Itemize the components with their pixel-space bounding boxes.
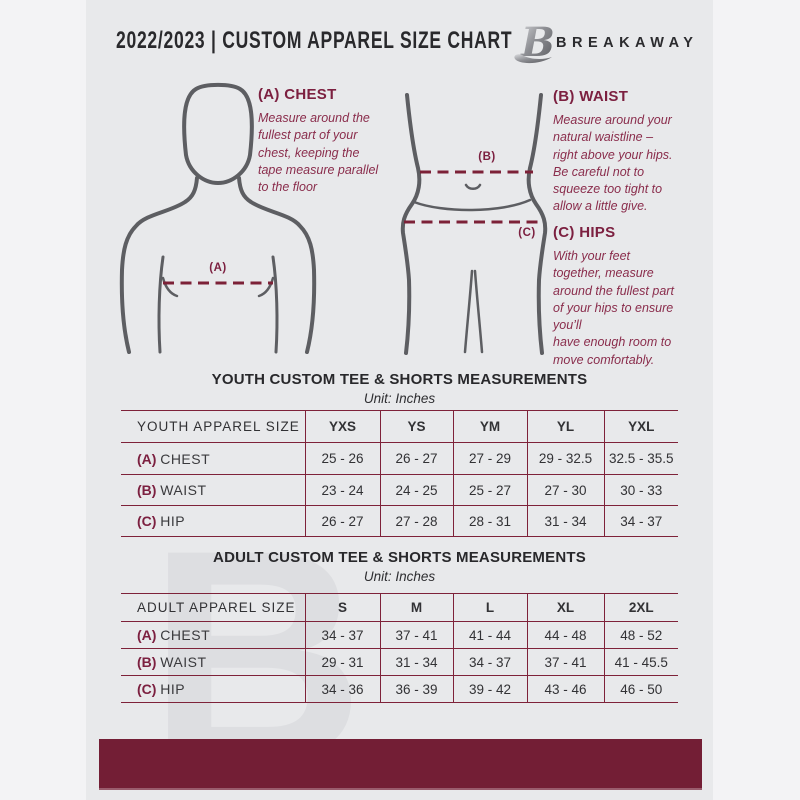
- table-cell: 29 - 31: [304, 648, 380, 676]
- youth-waist-row: (B) WAIST 23 - 24 24 - 25 25 - 27 27 - 3…: [121, 474, 678, 506]
- table-cell: 24 - 25: [379, 474, 453, 506]
- table-cell: 37 - 41: [526, 648, 604, 676]
- table-cell: 29 - 32.5: [526, 442, 604, 475]
- table-cell: 34 - 37: [452, 648, 527, 676]
- adult-size-col: 2XL: [603, 593, 678, 622]
- youth-size-col: YXS: [304, 410, 380, 443]
- waist-heading: (B) WAIST: [553, 88, 629, 105]
- table-cell: 36 - 39: [379, 675, 453, 703]
- page-title: 2022/2023 | CUSTOM APPAREL SIZE CHART: [116, 27, 513, 54]
- youth-size-col: YM: [452, 410, 527, 443]
- breakaway-logo-icon: B: [510, 18, 555, 66]
- hips-marker-label: (C): [518, 227, 536, 239]
- table-cell: 41 - 44: [452, 621, 527, 649]
- row-label: CHEST: [160, 627, 211, 643]
- youth-size-col: YL: [526, 410, 604, 443]
- row-prefix: (B): [137, 654, 157, 670]
- table-cell: 39 - 42: [452, 675, 527, 703]
- adult-size-col: XL: [526, 593, 604, 622]
- waist-marker-label: (B): [478, 151, 496, 163]
- chest-guide-section: (A) CHEST Measure around the fullest par…: [258, 86, 413, 196]
- table-cell: 25 - 26: [304, 442, 380, 475]
- brand-name: BREAKAWAY: [556, 35, 699, 51]
- youth-unit-label: Unit: Inches: [363, 391, 436, 406]
- table-cell: 44 - 48: [526, 621, 604, 649]
- row-label: WAIST: [160, 654, 207, 670]
- table-cell: 26 - 27: [304, 505, 380, 537]
- table-cell: 32.5 - 35.5: [603, 442, 678, 475]
- adult-chest-row: (A) CHEST 34 - 37 37 - 41 41 - 44 44 - 4…: [121, 621, 678, 649]
- table-cell: 27 - 28: [379, 505, 453, 537]
- youth-chest-row: (A) CHEST 25 - 26 26 - 27 27 - 29 29 - 3…: [121, 442, 678, 475]
- hips-guide-section: (C) HIPS With your feet together, measur…: [553, 224, 713, 369]
- adult-waist-row: (B) WAIST 29 - 31 31 - 34 34 - 37 37 - 4…: [121, 648, 678, 676]
- youth-size-table: YOUTH APPAREL SIZE YXS YS YM YL YXL (A) …: [121, 410, 678, 537]
- table-cell: 23 - 24: [304, 474, 380, 506]
- chest-marker-label: (A): [209, 262, 227, 274]
- youth-size-col: YXL: [603, 410, 678, 443]
- table-cell: 34 - 37: [304, 621, 380, 649]
- table-cell: 41 - 45.5: [603, 648, 678, 676]
- table-cell: 48 - 52: [603, 621, 678, 649]
- adult-header-row: ADULT APPAREL SIZE S M L XL 2XL: [121, 593, 678, 622]
- table-cell: 28 - 31: [452, 505, 527, 537]
- chest-instructions: Measure around the fullest part of your …: [258, 111, 379, 194]
- adult-hip-row: (C) HIP 34 - 36 36 - 39 39 - 42 43 - 46 …: [121, 675, 678, 703]
- waist-instructions: Measure around your natural waistline – …: [553, 113, 673, 214]
- footer-bar: [99, 739, 702, 790]
- waist-hips-figure-illustration: [391, 85, 551, 355]
- table-cell: 34 - 37: [603, 505, 678, 537]
- row-prefix: (C): [137, 681, 157, 697]
- table-cell: 27 - 30: [526, 474, 604, 506]
- document-panel: B 2022/2023 | CUSTOM APPAREL SIZE CHART …: [86, 0, 713, 800]
- adult-size-col: S: [304, 593, 380, 622]
- row-prefix: (B): [137, 482, 157, 498]
- table-cell: 43 - 46: [526, 675, 604, 703]
- youth-size-col: YS: [379, 410, 453, 443]
- adult-section-title: ADULT CUSTOM TEE & SHORTS MEASUREMENTS: [213, 549, 586, 566]
- table-cell: 31 - 34: [526, 505, 604, 537]
- adult-corner-header: ADULT APPAREL SIZE: [137, 600, 296, 615]
- table-cell: 31 - 34: [379, 648, 453, 676]
- chest-heading: (A) CHEST: [258, 86, 337, 103]
- adult-size-table: ADULT APPAREL SIZE S M L XL 2XL (A) CHES…: [121, 593, 678, 703]
- youth-section-title: YOUTH CUSTOM TEE & SHORTS MEASUREMENTS: [211, 371, 588, 388]
- torso-figure-illustration: [110, 80, 330, 355]
- table-cell: 46 - 50: [603, 675, 678, 703]
- table-cell: 30 - 33: [603, 474, 678, 506]
- table-cell: 27 - 29: [452, 442, 527, 475]
- row-label: WAIST: [160, 482, 207, 498]
- table-cell: 37 - 41: [379, 621, 453, 649]
- hips-heading: (C) HIPS: [553, 224, 616, 241]
- hips-instructions: With your feet together, measure around …: [553, 249, 674, 367]
- table-cell: 25 - 27: [452, 474, 527, 506]
- row-prefix: (C): [137, 513, 157, 529]
- row-label: HIP: [160, 513, 186, 529]
- youth-corner-header: YOUTH APPAREL SIZE: [137, 419, 300, 434]
- row-label: HIP: [160, 681, 186, 697]
- youth-hip-row: (C) HIP 26 - 27 27 - 28 28 - 31 31 - 34 …: [121, 505, 678, 537]
- adult-size-col: L: [452, 593, 527, 622]
- waist-guide-section: (B) WAIST Measure around your natural wa…: [553, 88, 711, 216]
- adult-size-col: M: [379, 593, 453, 622]
- adult-unit-label: Unit: Inches: [363, 569, 436, 584]
- row-prefix: (A): [137, 450, 157, 467]
- row-prefix: (A): [137, 627, 157, 643]
- table-cell: 26 - 27: [379, 442, 453, 475]
- youth-header-row: YOUTH APPAREL SIZE YXS YS YM YL YXL: [121, 410, 678, 443]
- row-label: CHEST: [160, 450, 211, 467]
- table-cell: 34 - 36: [304, 675, 380, 703]
